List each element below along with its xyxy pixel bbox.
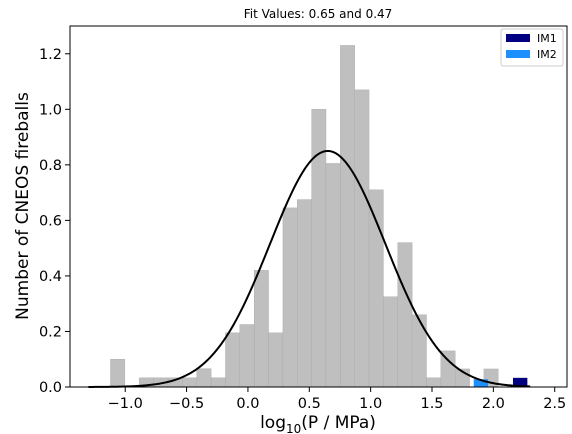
x-tick-label: 1.5 (420, 396, 443, 412)
histogram-bar (354, 89, 370, 388)
legend-swatch-im2 (506, 50, 530, 58)
x-axis-ticks: −1.0 −0.5 0.0 0.5 1.0 1.5 2.0 2.5 (108, 387, 566, 412)
x-tick-label: −1.0 (108, 396, 143, 412)
x-axis-label-subscript: 10 (286, 422, 301, 434)
histogram-bar (210, 377, 226, 388)
histogram-bar (225, 332, 241, 388)
histogram-bar (383, 296, 398, 388)
legend-swatch-im1 (506, 34, 530, 42)
histogram-bar (182, 377, 197, 388)
y-tick-label: 1.2 (39, 47, 62, 63)
x-tick-label: 0.5 (298, 396, 321, 412)
histogram-bar (196, 368, 212, 388)
histogram-bar (268, 332, 284, 388)
histogram-bar (297, 199, 312, 388)
y-tick-label: 0.8 (39, 158, 62, 174)
series-bar-im1 (513, 377, 528, 387)
histogram-bar (411, 314, 427, 388)
histogram-bar (340, 45, 355, 388)
y-tick-label: 0.6 (39, 213, 62, 229)
fit-curve-line (88, 149, 531, 388)
x-axis-label: log10(P / MPa) (260, 413, 376, 434)
legend: IM1 IM2 (500, 28, 564, 67)
histogram-bar (325, 163, 341, 388)
y-tick-label: 0.2 (39, 324, 62, 340)
histogram-bar (282, 207, 298, 388)
histogram-bar (110, 359, 126, 388)
y-axis-ticks: 0.0 0.2 0.4 0.6 0.8 1.0 1.2 (39, 47, 70, 396)
histogram-bar (397, 242, 413, 388)
x-tick-label: 2.0 (482, 396, 505, 412)
y-tick-label: 0.4 (39, 269, 62, 285)
legend-label-im2: IM2 (537, 48, 557, 61)
series-bar-im2 (473, 379, 489, 387)
x-axis-label-base: log (260, 413, 286, 433)
histogram-bars (110, 45, 499, 388)
histogram-bar (239, 324, 255, 388)
plot-area-frame (69, 25, 568, 388)
x-tick-label: 0.0 (236, 396, 259, 412)
legend-label-im1: IM1 (537, 32, 557, 45)
histogram-bar (253, 270, 269, 388)
chart-title: Fit Values: 0.65 and 0.47 (244, 7, 393, 21)
y-axis-label: Number of CNEOS fireballs (13, 92, 33, 320)
x-tick-label: 2.5 (543, 396, 566, 412)
y-tick-label: 1.0 (39, 102, 62, 118)
series-bars (473, 377, 528, 387)
x-tick-label: 1.0 (359, 396, 382, 412)
x-axis-label-rest: (P / MPa) (301, 413, 376, 433)
x-tick-label: −0.5 (169, 396, 204, 412)
histogram-bar (426, 377, 442, 388)
y-tick-label: 0.0 (39, 380, 62, 396)
